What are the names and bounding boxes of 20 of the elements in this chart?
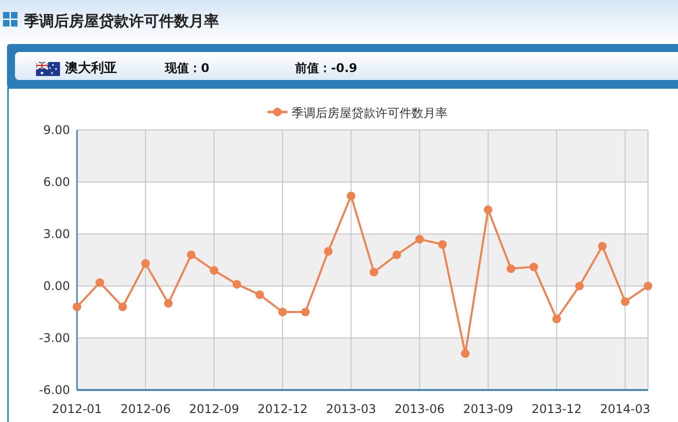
subtitle: 澳大利亚: [65, 61, 117, 76]
y-tick-label: 3.00: [43, 227, 70, 241]
y-tick-label: 9.00: [43, 123, 70, 137]
annotation: 现值：0: [165, 61, 210, 75]
annotation: 前值：-0.9: [295, 61, 358, 75]
y-tick-label: 0.00: [43, 279, 70, 293]
y-tick-label: -3.00: [38, 331, 70, 345]
x-tick-label: 2012-12: [258, 402, 308, 416]
x-tick-label: 2013-09: [463, 402, 514, 416]
x-tick-label: 2012-06: [120, 402, 171, 416]
x-tick-label: 2013-06: [394, 402, 445, 416]
y-tick-label: -6.00: [38, 383, 70, 397]
x-tick-label: 2012-09: [188, 402, 240, 416]
x-tick-label: 2013-12: [532, 402, 582, 416]
title: 季调后房屋贷款许可件数月率: [24, 12, 219, 30]
x-tick-label: 2013-03: [326, 402, 376, 416]
x-tick-label: 2012-01: [52, 402, 102, 416]
y-tick-label: 6.00: [43, 175, 70, 189]
legend-label: 季调后房屋贷款许可件数月率: [292, 106, 448, 120]
x-tick-label: 2014-03: [600, 402, 650, 416]
